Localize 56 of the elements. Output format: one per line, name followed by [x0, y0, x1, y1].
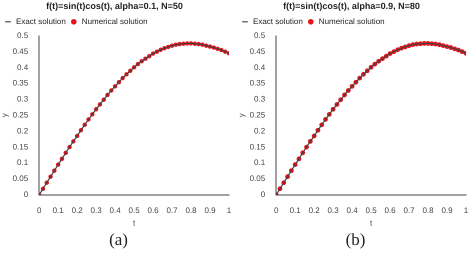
x-tick-label: 0.3: [90, 206, 102, 215]
x-tick-label: 0: [274, 206, 279, 215]
x-tick-label: 0.5: [366, 206, 378, 215]
x-tick-label: 1: [226, 206, 232, 215]
y-tick-label: 0.5: [17, 31, 29, 40]
y-tick-label: 0.15: [250, 142, 266, 152]
chart-title: f(t)=sin(t)cos(t), alpha=0.9, N=80: [283, 0, 420, 11]
y-tick-label: 0.25: [250, 110, 266, 120]
y-tick-label: 0.15: [12, 142, 29, 152]
x-tick-label: 0.5: [128, 206, 140, 215]
text: (b): [344, 230, 366, 250]
y-tick-label: 0.3: [254, 94, 266, 104]
y-tick-label: 0: [260, 190, 266, 200]
y-tick-label: 0.4: [17, 62, 29, 72]
y-tick-label: 0.1: [254, 158, 266, 168]
x-tick-label: 0.1: [290, 206, 302, 215]
y-tick-label: 0.45: [12, 46, 29, 56]
y-tick-label: 0.3: [17, 94, 29, 104]
x-tick-label: 0.1: [52, 206, 64, 215]
y-tick-label: 0.35: [250, 78, 266, 88]
y-tick-label: 0.05: [250, 174, 266, 184]
y-tick-label: 0.35: [12, 78, 29, 88]
y-tick-label: 0.25: [12, 110, 29, 120]
x-tick-label: 0.2: [308, 206, 320, 215]
y-axis-title: y: [237, 113, 246, 118]
y-tick-label: 0.5: [254, 31, 266, 40]
x-axis-title: t: [132, 218, 136, 228]
chart-title: f(t)=sin(t)cos(t), alpha=0.1, N=50: [46, 0, 183, 11]
y-axis-title: y: [0, 113, 10, 118]
y-tick-label: 0.2: [17, 126, 29, 136]
x-tick-label: 0.7: [403, 206, 416, 215]
legend-label: Numerical solution: [82, 17, 148, 26]
y-tick-label: 0.4: [254, 62, 266, 72]
y-tick-label: 0: [24, 190, 29, 200]
y-tick-label: 0.05: [12, 174, 29, 184]
x-tick-label: 0.2: [72, 206, 84, 215]
x-tick-label: 0.8: [185, 206, 198, 215]
x-tick-label: 0.9: [441, 206, 454, 215]
legend-label: Exact solution: [16, 17, 66, 26]
x-tick-label: 0.3: [328, 206, 340, 215]
x-tick-label: 0.6: [148, 206, 160, 215]
x-tick-label: 0.7: [166, 206, 178, 215]
x-tick-label: 0: [36, 206, 42, 215]
y-tick-label: 0.45: [250, 46, 266, 56]
x-tick-label: 0.4: [110, 206, 122, 215]
x-tick-label: 0.9: [204, 206, 216, 215]
x-tick-label: 0.8: [422, 206, 434, 215]
x-axis-title: t: [370, 218, 373, 228]
y-tick-label: 0.2: [254, 126, 266, 136]
x-tick-label: 1: [464, 206, 469, 215]
x-tick-label: 0.6: [384, 206, 396, 215]
text: (a): [108, 230, 129, 250]
x-tick-label: 0.4: [346, 206, 358, 215]
y-tick-label: 0.1: [17, 158, 29, 168]
legend-label: Numerical solution: [318, 17, 385, 26]
legend-label: Exact solution: [253, 17, 303, 26]
